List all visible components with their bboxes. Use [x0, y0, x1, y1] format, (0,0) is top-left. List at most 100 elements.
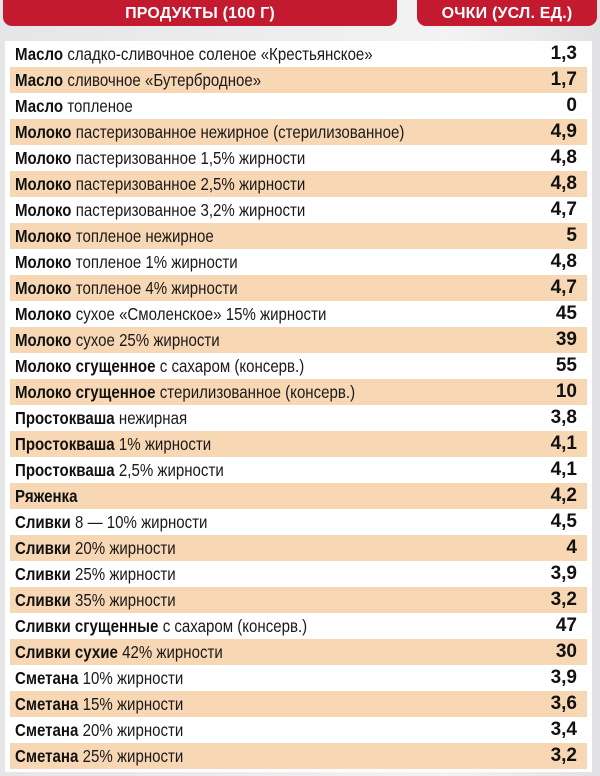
score-value: 0 — [566, 95, 577, 116]
score-value: 4,7 — [550, 277, 577, 298]
table-row: Молоко топленое 1% жирности 4,8 — [10, 249, 587, 275]
product-name: Молоко пастеризованное 2,5% жирности — [15, 174, 305, 195]
product-name-bold: Простокваша — [15, 459, 115, 480]
product-name: Сливки 8 — 10% жирности — [15, 512, 207, 533]
product-name: Сливки 20% жирности — [15, 538, 176, 559]
score-value: 4,8 — [550, 147, 577, 168]
product-name: Масло топленое — [15, 96, 133, 117]
product-name-bold: Сливки — [15, 537, 71, 558]
score-value: 47 — [555, 615, 577, 636]
product-name: Молоко пастеризованное 1,5% жирности — [15, 148, 305, 169]
product-name-bold: Сметана — [15, 719, 79, 740]
score-value: 3,8 — [550, 407, 577, 428]
product-name-bold: Молоко сгущенное — [15, 381, 156, 402]
product-description: 25% жирности — [82, 745, 184, 766]
product-description: 8 — 10% жирности — [75, 511, 208, 532]
score-value: 30 — [555, 641, 577, 662]
score-value: 4,9 — [550, 121, 577, 142]
table-row: Молоко сухое 25% жирности 39 — [10, 327, 587, 353]
table-row: Масло сливочное «Бутербродное» 1,7 — [10, 67, 587, 93]
table-row: Сливки 25% жирности 3,9 — [10, 561, 587, 587]
product-description: 35% жирности — [75, 589, 176, 610]
table-row: Масло топленое 0 — [10, 93, 587, 119]
score-value: 4,1 — [550, 433, 577, 454]
score-value: 1,7 — [550, 69, 577, 90]
product-name: Ряженка — [15, 486, 82, 507]
product-name-bold: Масло — [15, 95, 64, 116]
table-row: Молоко топленое 4% жирности 4,7 — [10, 275, 587, 301]
product-name-bold: Молоко — [15, 303, 72, 324]
product-description: топленое — [67, 95, 133, 116]
product-name: Молоко сухое «Смоленское» 15% жирности — [15, 304, 326, 325]
product-name: Молоко сгущенное с сахаром (консерв.) — [15, 356, 304, 377]
product-description: сухое 25% жирности — [75, 329, 220, 350]
table-row: Сметана 10% жирности 3,9 — [10, 665, 587, 691]
product-name-bold: Молоко — [15, 121, 72, 142]
score-value: 10 — [555, 381, 577, 402]
table-row: Молоко пастеризованное 1,5% жирности 4,8 — [10, 145, 587, 171]
score-value: 4,7 — [550, 199, 577, 220]
product-name-bold: Масло — [15, 69, 64, 90]
table-row: Сливки 20% жирности 4 — [10, 535, 587, 561]
table-row: Молоко сгущенное стерилизованное (консерв… — [10, 379, 587, 405]
product-name: Масло сливочное «Бутербродное» — [15, 70, 261, 91]
product-name: Простокваша нежирная — [15, 408, 187, 429]
product-name: Молоко пастеризованное нежирное (стерилиз… — [15, 122, 404, 143]
product-name-bold: Молоко — [15, 147, 72, 168]
product-name-bold: Простокваша — [15, 433, 115, 454]
product-description: 20% жирности — [82, 719, 184, 740]
table-row: Молоко пастеризованное 2,5% жирности 4,8 — [10, 171, 587, 197]
product-name-bold: Сливки сухие — [15, 641, 118, 662]
score-value: 3,9 — [550, 563, 577, 584]
table-row: Сливки 8 — 10% жирности 4,5 — [10, 509, 587, 535]
score-value: 1,3 — [550, 43, 577, 64]
product-description: 10% жирности — [82, 667, 184, 688]
product-name: Молоко сухое 25% жирности — [15, 330, 220, 351]
table-row: Молоко пастеризованное нежирное (стерилиз… — [10, 119, 587, 145]
table-row: Сливки сгущенные с сахаром (консерв.) 47 — [10, 613, 587, 639]
table-row: Сметана 25% жирности 3,2 — [10, 743, 587, 769]
product-name-bold: Сметана — [15, 667, 79, 688]
score-value: 3,2 — [550, 745, 577, 766]
product-name-bold: Молоко — [15, 277, 72, 298]
product-description: сухое «Смоленское» 15% жирности — [75, 303, 327, 324]
score-value: 4,8 — [550, 251, 577, 272]
product-description: 42% жирности — [122, 641, 223, 662]
score-value: 4 — [566, 537, 577, 558]
product-name-bold: Сметана — [15, 745, 79, 766]
product-description: 25% жирности — [75, 563, 176, 584]
score-value: 3,6 — [550, 693, 577, 714]
table-row: Масло сладко-сливочное соленое «Крестьянс… — [10, 41, 587, 67]
score-value: 3,2 — [550, 589, 577, 610]
table-row: Простокваша 2,5% жирности 4,1 — [10, 457, 587, 483]
table-row: Ряженка 4,2 — [10, 483, 587, 509]
product-description: 2,5% жирности — [118, 459, 224, 480]
score-value: 45 — [555, 303, 577, 324]
product-description: топленое 1% жирности — [75, 251, 238, 272]
product-name: Сметана 15% жирности — [15, 694, 183, 715]
product-name: Молоко топленое 4% жирности — [15, 278, 238, 299]
product-description: нежирная — [118, 407, 188, 428]
score-value: 4,1 — [550, 459, 577, 480]
product-description: пастеризованное нежирное (стерилизованно… — [75, 121, 405, 142]
score-value: 39 — [555, 329, 577, 350]
product-description: с сахаром (консерв.) — [162, 615, 308, 636]
score-value: 4,2 — [550, 485, 577, 506]
table-row: Сливки 35% жирности 3,2 — [10, 587, 587, 613]
product-score-table: Масло сладко-сливочное соленое «Крестьянс… — [5, 41, 592, 772]
product-name-bold: Сливки — [15, 589, 71, 610]
product-name: Молоко пастеризованное 3,2% жирности — [15, 200, 305, 221]
product-name-bold: Молоко — [15, 251, 72, 272]
table-row: Сметана 15% жирности 3,6 — [10, 691, 587, 717]
score-value: 5 — [566, 225, 577, 246]
score-column-header: ОЧКИ (УСЛ. ЕД.) — [417, 0, 597, 26]
score-value: 55 — [555, 355, 577, 376]
product-name-bold: Сливки сгущенные — [15, 615, 159, 636]
product-name: Сметана 10% жирности — [15, 668, 183, 689]
products-column-header-label: ПРОДУКТЫ (100 Г) — [125, 5, 275, 22]
table-row: Молоко сгущенное с сахаром (консерв.) 55 — [10, 353, 587, 379]
table-row: Молоко сухое «Смоленское» 15% жирности 45 — [10, 301, 587, 327]
product-description: 20% жирности — [75, 537, 176, 558]
score-column-header-label: ОЧКИ (УСЛ. ЕД.) — [441, 5, 573, 22]
product-name: Сливки 35% жирности — [15, 590, 176, 611]
